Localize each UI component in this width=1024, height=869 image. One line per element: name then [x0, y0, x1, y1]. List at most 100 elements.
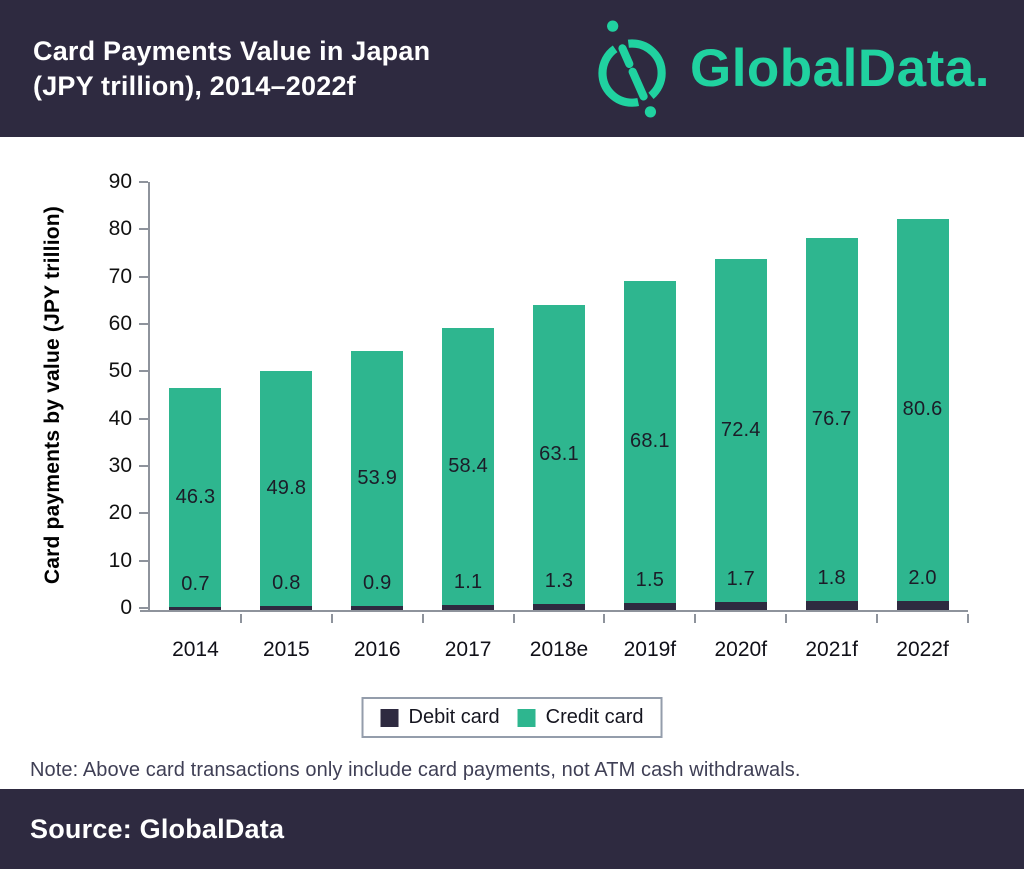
page-title-line2: (JPY trillion), 2014–2022f — [33, 70, 356, 101]
debit-segment-2021f — [805, 601, 858, 610]
credit-value-label-2016: 53.9 — [357, 466, 398, 489]
y-tick-70 — [139, 275, 148, 278]
debit-value-label-2019f: 1.5 — [635, 568, 665, 591]
y-tick-40 — [139, 417, 148, 420]
bar-2020f: 72.4 1.7 — [714, 259, 767, 610]
chart-legend: Debit card Credit card — [361, 697, 663, 738]
page-title: Card Payments Value in Japan (JPY trilli… — [33, 34, 430, 104]
y-axis-title-text: Card payments by value (JPY trillion) — [41, 205, 64, 585]
debit-segment-2016 — [351, 605, 404, 610]
page-title-line1: Card Payments Value in Japan — [33, 35, 431, 66]
x-tick-9 — [967, 614, 969, 623]
y-tick-label-50: 50 — [108, 359, 132, 383]
legend-swatch-debit-card — [380, 708, 399, 727]
x-tick-6 — [694, 614, 697, 623]
debit-value-label-2021f: 1.8 — [817, 567, 846, 590]
bar-2014: 46.3 0.7 — [169, 387, 222, 610]
debit-value-label-2020f: 1.7 — [726, 567, 755, 590]
debit-value-label-2016: 0.9 — [363, 571, 392, 594]
credit-value-label-2015: 49.8 — [266, 476, 307, 499]
y-axis-title: Card payments by value (JPY trillion) — [36, 180, 70, 610]
x-tick-2 — [330, 614, 333, 623]
x-tick-8 — [876, 614, 879, 623]
debit-segment-2015 — [260, 606, 313, 610]
y-tick-label-70: 70 — [108, 264, 132, 288]
x-axis-label-2022f: 2022f — [896, 638, 949, 661]
x-axis-label-2017: 2017 — [444, 638, 492, 661]
legend-label: Debit card — [408, 706, 500, 728]
y-tick-60 — [139, 323, 148, 325]
debit-value-label-2018e: 1.3 — [544, 569, 574, 592]
y-tick-label-30: 30 — [108, 454, 132, 477]
x-tick-3 — [421, 614, 424, 623]
debit-segment-2018e — [533, 603, 585, 610]
debit-segment-2017 — [442, 604, 495, 610]
credit-segment-2017: 58.4 — [442, 328, 495, 605]
header-bar: Card Payments Value in Japan (JPY trilli… — [0, 0, 1024, 137]
bar-2015: 49.8 0.8 — [260, 370, 313, 610]
debit-segment-2014 — [169, 606, 222, 610]
x-axis-label-2014: 2014 — [172, 638, 219, 661]
y-tick-label-90: 90 — [108, 170, 132, 193]
debit-value-label-2022f: 2.0 — [908, 566, 937, 589]
x-tick-4 — [512, 614, 515, 623]
y-tick-50 — [139, 370, 148, 373]
globaldata-logo-icon — [598, 20, 666, 117]
x-tick-1 — [239, 614, 242, 623]
x-tick-5 — [603, 614, 606, 623]
credit-value-label-2014: 46.3 — [175, 485, 216, 508]
note-text: Note: Above card transactions only inclu… — [30, 759, 801, 781]
credit-segment-2019f: 68.1 — [623, 280, 676, 603]
legend-swatch-credit-card — [517, 708, 536, 727]
credit-segment-2015: 49.8 — [260, 370, 313, 607]
debit-value-label-2014: 0.7 — [181, 572, 210, 595]
x-axis-label-2021f: 2021f — [805, 638, 858, 661]
bar-2017: 58.4 1.1 — [442, 328, 495, 610]
debit-segment-2019f — [623, 602, 676, 610]
globaldata-logo: GlobalData. — [592, 19, 990, 119]
debit-value-label-2017: 1.1 — [453, 570, 483, 593]
debit-segment-2020f — [714, 601, 767, 610]
credit-value-label-2022f: 80.6 — [902, 398, 943, 421]
x-tick-7 — [785, 614, 788, 623]
credit-segment-2020f: 72.4 — [714, 259, 767, 602]
x-axis-label-2016: 2016 — [353, 638, 401, 661]
bar-2019f: 68.1 1.5 — [623, 280, 676, 610]
source-text: Source: GlobalData — [30, 813, 285, 844]
y-tick-10 — [139, 559, 148, 562]
y-tick-20 — [139, 512, 148, 515]
bar-2018e: 63.1 1.3 — [533, 305, 585, 610]
bar-2022f: 80.6 2.0 — [896, 219, 949, 610]
bar-2021f: 76.7 1.8 — [805, 238, 858, 610]
y-tick-30 — [139, 465, 148, 467]
credit-value-label-2021f: 76.7 — [811, 408, 852, 431]
credit-segment-2014: 46.3 — [169, 387, 222, 607]
legend-label: Credit card — [545, 706, 644, 728]
credit-segment-2016: 53.9 — [351, 350, 404, 606]
credit-value-label-2019f: 68.1 — [630, 430, 670, 453]
y-tick-label-60: 60 — [108, 312, 132, 335]
debit-value-label-2015: 0.8 — [272, 572, 301, 595]
plot-area: 0 10 20 30 40 50 60 70 80 90 46.3 0.7 2014 49.8 0.8 201… — [109, 170, 969, 661]
x-axis-line — [140, 610, 968, 612]
credit-value-label-2017: 58.4 — [448, 455, 488, 478]
legend-item-credit-card: Credit card — [517, 706, 644, 729]
y-tick-label-80: 80 — [108, 217, 132, 241]
legend-item-debit-card: Debit card — [380, 706, 500, 729]
credit-segment-2018e: 63.1 — [533, 305, 585, 604]
y-tick-label-10: 10 — [108, 548, 132, 572]
x-axis-label-2015: 2015 — [262, 638, 310, 661]
debit-segment-2022f — [896, 600, 949, 610]
y-tick-0 — [139, 607, 148, 609]
x-axis-label-2020f: 2020f — [714, 638, 768, 661]
globaldata-logo-text: GlobalData. — [689, 39, 990, 98]
y-tick-label-0: 0 — [120, 596, 132, 619]
credit-segment-2022f: 80.6 — [896, 219, 949, 601]
y-tick-80 — [139, 228, 148, 231]
credit-value-label-2020f: 72.4 — [720, 419, 761, 442]
credit-segment-2021f: 76.7 — [805, 238, 858, 602]
bar-2016: 53.9 0.9 — [351, 350, 404, 610]
y-tick-label-20: 20 — [108, 501, 132, 525]
y-axis-line — [148, 182, 150, 612]
